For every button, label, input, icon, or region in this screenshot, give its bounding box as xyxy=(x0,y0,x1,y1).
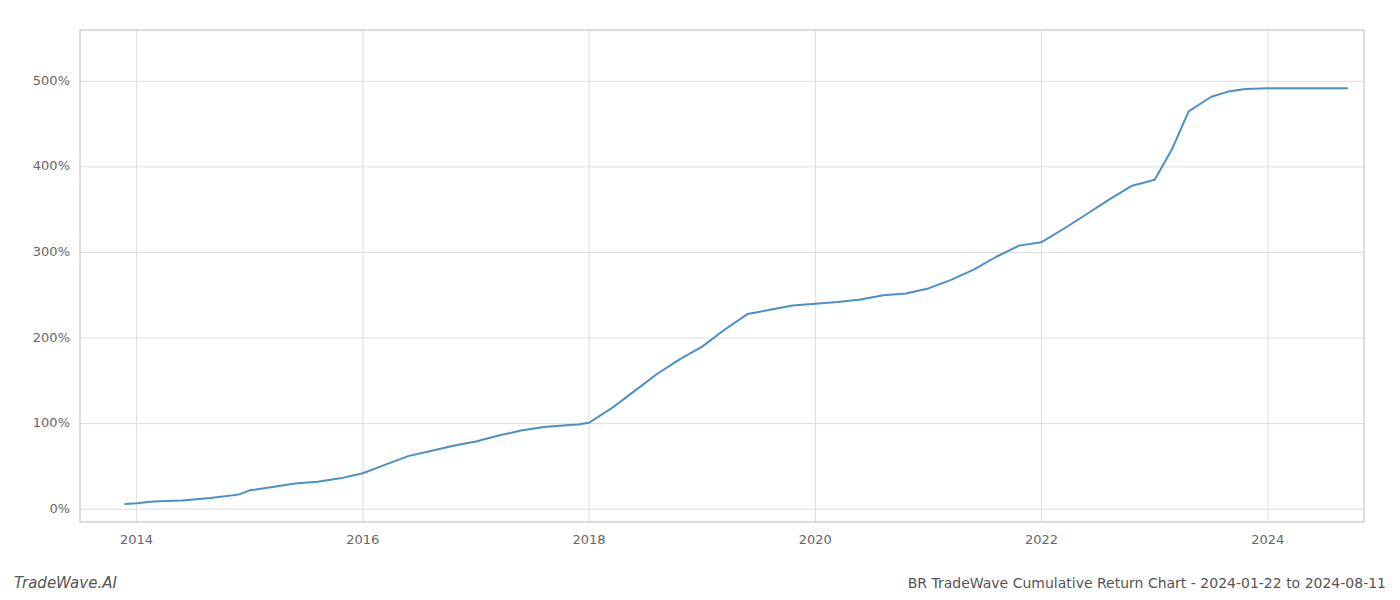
grid xyxy=(80,30,1364,522)
background xyxy=(0,0,1400,600)
y-tick-label: 400% xyxy=(33,158,70,173)
x-tick-label: 2020 xyxy=(799,532,832,547)
data-area xyxy=(125,88,1347,504)
x-tick-label: 2014 xyxy=(120,532,153,547)
y-grid-line xyxy=(80,423,1364,424)
axes: 0% 100% 200% 300% 400% 500% 2014 2016 2018 2020 20… xyxy=(33,30,1364,547)
x-grid-line xyxy=(1267,30,1268,522)
y-grid-line xyxy=(80,81,1364,82)
x-grid-line xyxy=(589,30,590,522)
y-tick-label: 200% xyxy=(33,330,70,345)
x-grid-line xyxy=(136,30,137,522)
x-tick-label: 2016 xyxy=(346,532,379,547)
y-grid-line xyxy=(80,166,1364,167)
y-grid-line xyxy=(80,509,1364,510)
y-tick-label: 100% xyxy=(33,415,70,430)
x-tick-label: 2024 xyxy=(1251,532,1284,547)
chart: 0% 100% 200% 300% 400% 500% 2014 2016 2018 2020 20… xyxy=(0,0,1400,600)
x-grid-line xyxy=(362,30,363,522)
plot-frame xyxy=(80,30,1364,522)
x-grid-line xyxy=(815,30,816,522)
y-grid-line xyxy=(80,338,1364,339)
y-grid-line xyxy=(80,252,1364,253)
y-tick-label: 500% xyxy=(33,73,70,88)
x-tick-label: 2018 xyxy=(573,532,606,547)
title: BR TradeWave Cumulative Return Chart - 2… xyxy=(908,575,1386,591)
line xyxy=(125,88,1347,504)
y-tick-label: 300% xyxy=(33,244,70,259)
watermark: TradeWave.AI xyxy=(14,574,117,592)
texts: TradeWave.AI BR TradeWave Cumulative Retu… xyxy=(14,574,1386,592)
y-tick-label: 0% xyxy=(49,501,70,516)
x-tick-label: 2022 xyxy=(1025,532,1058,547)
x-grid-line xyxy=(1041,30,1042,522)
